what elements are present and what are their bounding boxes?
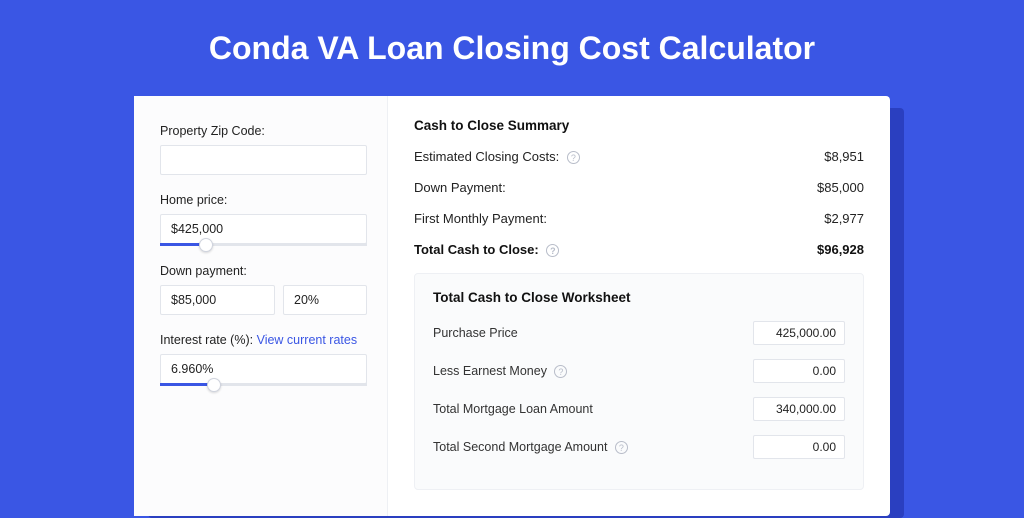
home-price-slider[interactable] — [160, 243, 367, 246]
worksheet-row-value[interactable]: 0.00 — [753, 435, 845, 459]
slider-fill — [160, 383, 214, 386]
label-text: Estimated Closing Costs: — [414, 149, 559, 164]
home-price-label: Home price: — [160, 193, 367, 207]
interest-rate-slider[interactable] — [160, 383, 367, 386]
label-text: Total Cash to Close: — [414, 242, 539, 257]
worksheet-row-label: Purchase Price — [433, 326, 518, 340]
interest-rate-label-text: Interest rate (%): — [160, 333, 253, 347]
worksheet-row-label: Total Mortgage Loan Amount — [433, 402, 593, 416]
summary-row-label: Estimated Closing Costs: ? — [414, 149, 580, 164]
help-icon[interactable]: ? — [567, 151, 580, 164]
summary-row: Estimated Closing Costs: ? $8,951 — [414, 149, 864, 164]
summary-total-label: Total Cash to Close: ? — [414, 242, 559, 257]
summary-row-value: $85,000 — [817, 180, 864, 195]
results-panel: Cash to Close Summary Estimated Closing … — [388, 96, 890, 516]
view-rates-link[interactable]: View current rates — [257, 333, 358, 347]
help-icon[interactable]: ? — [546, 244, 559, 257]
summary-row: Down Payment: $85,000 — [414, 180, 864, 195]
home-price-field: Home price: — [160, 193, 367, 246]
interest-rate-label: Interest rate (%): View current rates — [160, 333, 367, 347]
zip-input[interactable] — [160, 145, 367, 175]
calculator-card: Property Zip Code: Home price: Down paym… — [134, 96, 890, 516]
worksheet-panel: Total Cash to Close Worksheet Purchase P… — [414, 273, 864, 490]
summary-title: Cash to Close Summary — [414, 118, 864, 133]
summary-total-value: $96,928 — [817, 242, 864, 257]
worksheet-row-value[interactable]: 340,000.00 — [753, 397, 845, 421]
summary-row-value: $2,977 — [824, 211, 864, 226]
worksheet-row: Total Mortgage Loan Amount 340,000.00 — [433, 397, 845, 421]
summary-row-label: Down Payment: — [414, 180, 506, 195]
summary-row: First Monthly Payment: $2,977 — [414, 211, 864, 226]
worksheet-row-label: Total Second Mortgage Amount ? — [433, 440, 628, 454]
label-text: Less Earnest Money — [433, 364, 547, 378]
summary-row-value: $8,951 — [824, 149, 864, 164]
worksheet-row: Less Earnest Money ? 0.00 — [433, 359, 845, 383]
interest-rate-input[interactable] — [160, 354, 367, 384]
summary-total-row: Total Cash to Close: ? $96,928 — [414, 242, 864, 257]
worksheet-row-value[interactable]: 0.00 — [753, 359, 845, 383]
interest-rate-field: Interest rate (%): View current rates — [160, 333, 367, 386]
worksheet-row-label: Less Earnest Money ? — [433, 364, 567, 378]
help-icon[interactable]: ? — [554, 365, 567, 378]
home-price-input[interactable] — [160, 214, 367, 244]
down-payment-amount-input[interactable] — [160, 285, 275, 315]
summary-row-label: First Monthly Payment: — [414, 211, 547, 226]
inputs-panel: Property Zip Code: Home price: Down paym… — [134, 96, 388, 516]
worksheet-title: Total Cash to Close Worksheet — [433, 290, 845, 305]
label-text: Total Second Mortgage Amount — [433, 440, 607, 454]
down-payment-pct-input[interactable] — [283, 285, 367, 315]
slider-thumb[interactable] — [199, 238, 213, 252]
worksheet-row-value[interactable]: 425,000.00 — [753, 321, 845, 345]
worksheet-row: Purchase Price 425,000.00 — [433, 321, 845, 345]
down-payment-field: Down payment: — [160, 264, 367, 315]
zip-label: Property Zip Code: — [160, 124, 367, 138]
help-icon[interactable]: ? — [615, 441, 628, 454]
slider-thumb[interactable] — [207, 378, 221, 392]
zip-field: Property Zip Code: — [160, 124, 367, 175]
worksheet-row: Total Second Mortgage Amount ? 0.00 — [433, 435, 845, 459]
down-payment-label: Down payment: — [160, 264, 367, 278]
page-title: Conda VA Loan Closing Cost Calculator — [0, 0, 1024, 91]
